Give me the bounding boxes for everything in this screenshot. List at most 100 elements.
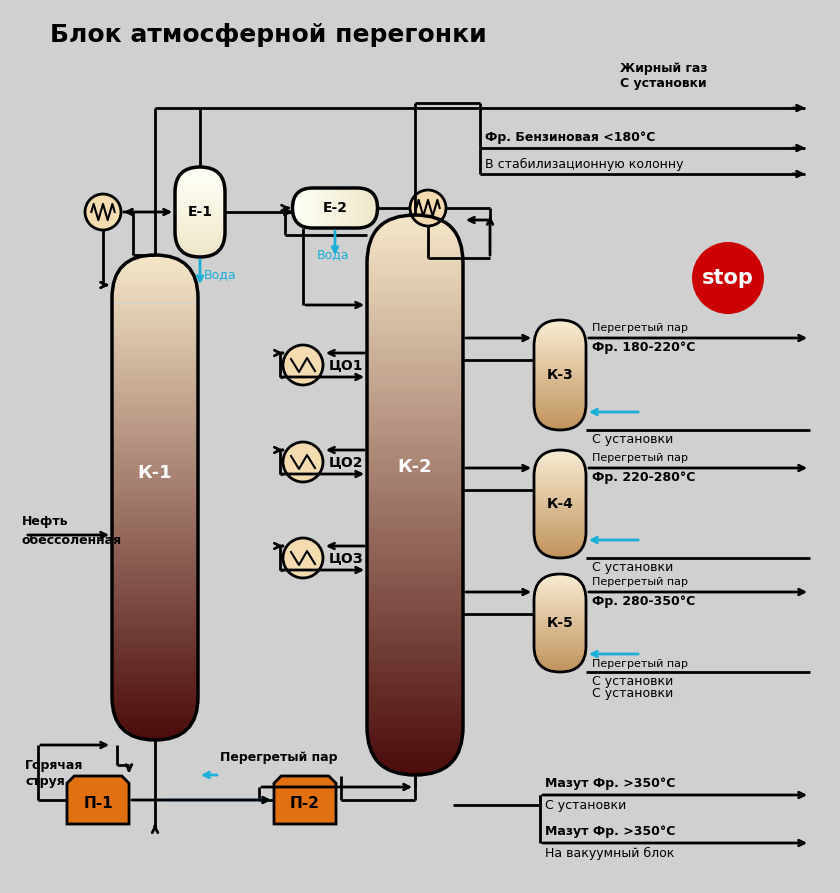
- Bar: [367, 220, 463, 224]
- Bar: [367, 565, 463, 570]
- Bar: [367, 649, 463, 654]
- Bar: [175, 205, 225, 207]
- Bar: [112, 380, 198, 384]
- Bar: [316, 188, 318, 228]
- Bar: [112, 461, 198, 465]
- Bar: [534, 537, 586, 538]
- Bar: [112, 364, 198, 368]
- Text: Нефть: Нефть: [22, 514, 69, 528]
- Text: К-1: К-1: [138, 464, 172, 482]
- Bar: [534, 624, 586, 626]
- Bar: [534, 330, 586, 331]
- Text: Мазут Фр. >350°С: Мазут Фр. >350°С: [545, 824, 675, 838]
- Text: Перегретый пар: Перегретый пар: [592, 323, 688, 333]
- Bar: [112, 647, 198, 651]
- Bar: [112, 360, 198, 364]
- Bar: [534, 528, 586, 530]
- Bar: [367, 295, 463, 299]
- Bar: [112, 288, 198, 291]
- Bar: [534, 612, 586, 613]
- Bar: [367, 289, 463, 295]
- Bar: [367, 687, 463, 691]
- Bar: [112, 571, 198, 574]
- Bar: [534, 544, 586, 546]
- Bar: [534, 377, 586, 379]
- Text: Е-2: Е-2: [323, 201, 348, 215]
- Bar: [534, 406, 586, 408]
- Bar: [534, 590, 586, 592]
- Bar: [175, 189, 225, 192]
- Bar: [367, 247, 463, 253]
- Text: Е-1: Е-1: [187, 205, 213, 219]
- Bar: [341, 188, 344, 228]
- Bar: [112, 312, 198, 315]
- Bar: [367, 672, 463, 677]
- Bar: [112, 356, 198, 360]
- Bar: [367, 276, 463, 280]
- Bar: [112, 296, 198, 299]
- Bar: [367, 402, 463, 406]
- Text: С установки: С установки: [592, 562, 673, 574]
- Bar: [112, 376, 198, 380]
- Bar: [112, 340, 198, 344]
- Bar: [534, 375, 586, 377]
- Bar: [534, 616, 586, 618]
- Bar: [367, 537, 463, 542]
- Bar: [367, 490, 463, 495]
- Bar: [534, 323, 586, 326]
- Bar: [534, 403, 586, 405]
- Bar: [534, 538, 586, 540]
- Bar: [367, 509, 463, 513]
- Bar: [367, 616, 463, 621]
- Bar: [112, 720, 198, 724]
- Bar: [534, 428, 586, 430]
- Bar: [534, 331, 586, 333]
- Bar: [112, 291, 198, 296]
- Bar: [534, 630, 586, 631]
- Bar: [112, 372, 198, 376]
- Bar: [112, 688, 198, 691]
- Bar: [175, 198, 225, 201]
- Bar: [367, 411, 463, 415]
- Bar: [534, 361, 586, 363]
- Bar: [367, 584, 463, 588]
- Bar: [534, 511, 586, 513]
- Text: С установки: С установки: [545, 798, 627, 812]
- Bar: [112, 590, 198, 595]
- Bar: [534, 546, 586, 547]
- Bar: [534, 551, 586, 553]
- Bar: [534, 633, 586, 634]
- Bar: [534, 507, 586, 509]
- Bar: [112, 663, 198, 667]
- Bar: [367, 388, 463, 392]
- Bar: [367, 397, 463, 402]
- Bar: [312, 188, 314, 228]
- Bar: [534, 491, 586, 493]
- Bar: [534, 588, 586, 590]
- Bar: [534, 594, 586, 596]
- Bar: [175, 174, 225, 176]
- Bar: [112, 457, 198, 461]
- Bar: [112, 603, 198, 606]
- Bar: [112, 728, 198, 732]
- Bar: [367, 654, 463, 658]
- Bar: [112, 396, 198, 400]
- Bar: [175, 216, 225, 219]
- Bar: [112, 538, 198, 542]
- Text: С установки: С установки: [592, 688, 673, 700]
- Bar: [534, 488, 586, 489]
- Text: обессоленная: обессоленная: [22, 533, 122, 547]
- Bar: [367, 719, 463, 723]
- Bar: [112, 388, 198, 392]
- Bar: [112, 497, 198, 502]
- Bar: [534, 486, 586, 488]
- Bar: [367, 243, 463, 247]
- Bar: [112, 384, 198, 388]
- Bar: [367, 285, 463, 289]
- Bar: [534, 606, 586, 608]
- Bar: [534, 634, 586, 636]
- Bar: [534, 479, 586, 480]
- Bar: [534, 426, 586, 428]
- Bar: [112, 691, 198, 696]
- Bar: [534, 358, 586, 361]
